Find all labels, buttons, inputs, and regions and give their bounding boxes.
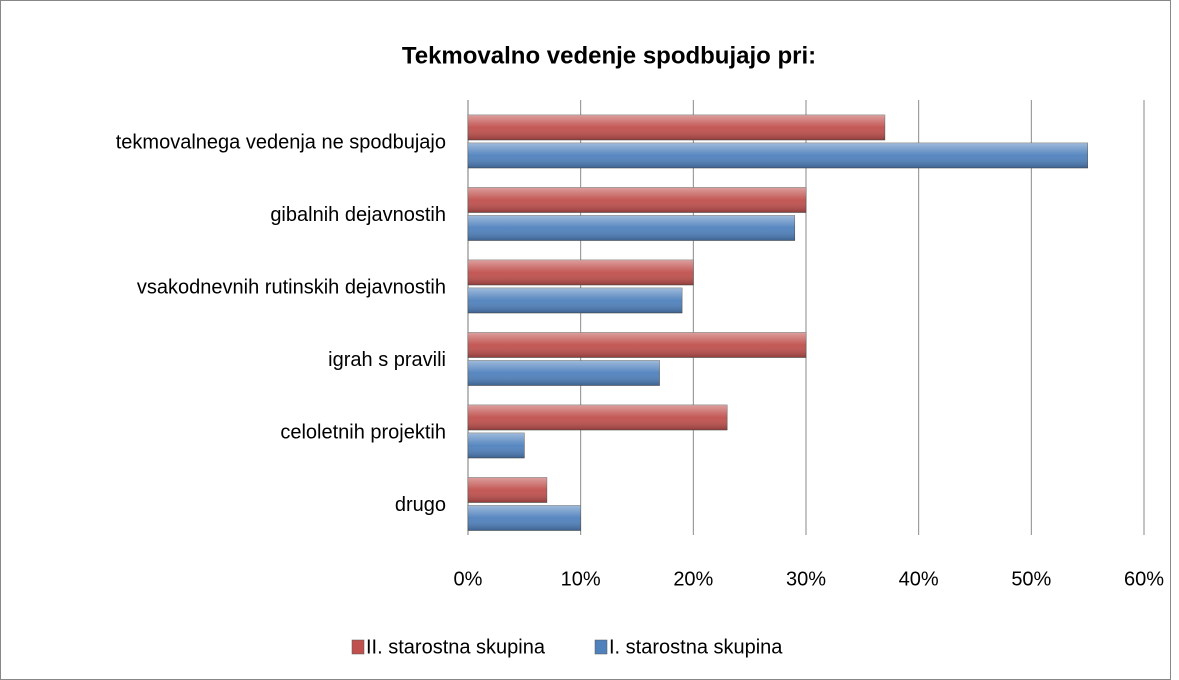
bar-shine: [468, 288, 683, 313]
bar-shine: [468, 115, 885, 140]
y-tick-label: vsakodnevnih rutinskih dejavnostih: [137, 276, 446, 298]
bar-shine: [468, 187, 806, 213]
x-tick-label: 20%: [673, 568, 713, 590]
x-tick-label: 40%: [899, 568, 939, 590]
y-tick-label: celoletnih projektih: [280, 421, 446, 443]
legend-swatch: [351, 639, 365, 655]
x-tick-label: 0%: [454, 568, 483, 590]
legend-swatch: [594, 639, 608, 655]
bar-shine: [468, 405, 728, 430]
bar-shine: [468, 215, 795, 241]
bar-shine: [468, 143, 1088, 168]
x-tick-label: 50%: [1011, 568, 1051, 590]
y-tick-label: gibalnih dejavnostih: [270, 204, 446, 226]
y-tick-label: tekmovalnega vedenja ne spodbujajo: [116, 131, 446, 153]
x-tick-label: 10%: [561, 568, 601, 590]
x-tick-label: 60%: [1124, 568, 1164, 590]
legend-label: I. starostna skupina: [609, 636, 783, 658]
y-tick-label: drugo: [395, 494, 446, 516]
legend-label: II. starostna skupina: [366, 636, 546, 658]
x-tick-label: 30%: [786, 568, 826, 590]
bar-shine: [468, 260, 694, 285]
bar-shine: [468, 332, 806, 358]
bar-shine: [468, 477, 547, 503]
chart-title: Tekmovalno vedenje spodbujajo pri:: [402, 42, 816, 69]
y-tick-label: igrah s pravili: [328, 349, 446, 371]
bar-shine: [468, 360, 660, 386]
bar-shine: [468, 505, 581, 531]
bar-shine: [468, 433, 525, 458]
